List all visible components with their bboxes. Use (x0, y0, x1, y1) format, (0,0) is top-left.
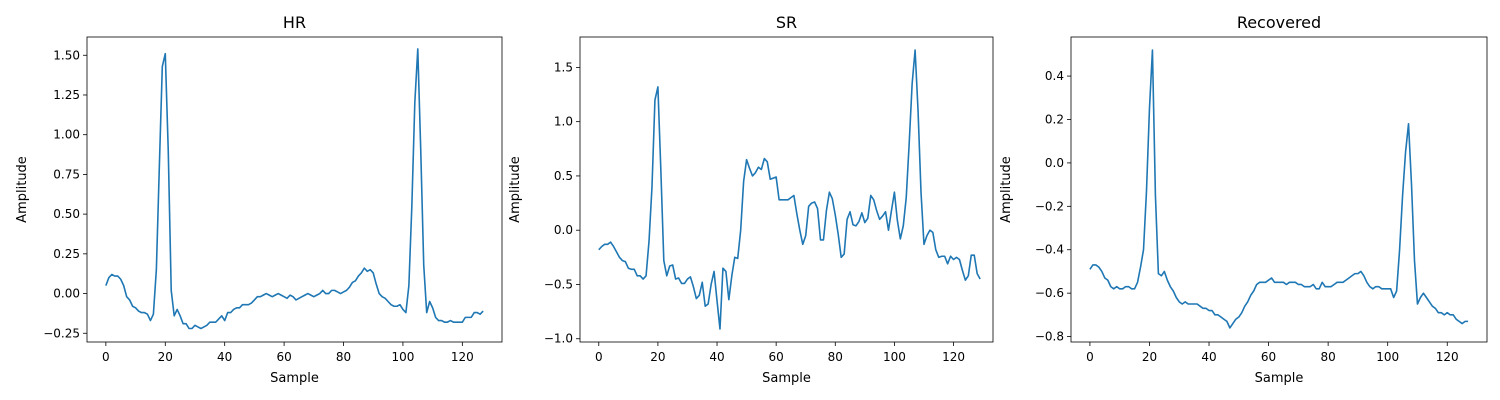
axes-frame (86, 36, 503, 343)
series-line-1-0 (598, 49, 981, 330)
x-tick-label: 120 (942, 350, 965, 364)
y-tick-label: −0.6 (1035, 286, 1064, 300)
y-tick-label: 1.5 (554, 60, 573, 74)
y-axis-label: Amplitude (999, 156, 1014, 223)
x-tick-label: 80 (1320, 350, 1335, 364)
x-tick-label: 80 (828, 350, 843, 364)
x-axis-label: Sample (270, 371, 319, 386)
y-tick-label: 0.25 (53, 247, 80, 261)
x-tick-label: 20 (650, 350, 665, 364)
subplot-1: 0 20 40 60 80 100 120 −1.0 −0.5 0.0 0.5 1.0 1.5 SR Sam… (508, 13, 994, 386)
chart-title: HR (283, 13, 306, 32)
x-tick-label: 40 (217, 350, 232, 364)
y-tick-label: 0.50 (53, 207, 80, 221)
series-line-2-0 (1089, 49, 1469, 329)
x-tick-label: 0 (102, 350, 110, 364)
x-tick-label: 60 (769, 350, 784, 364)
y-tick-label: −0.8 (1035, 330, 1064, 344)
x-tick-label: 20 (158, 350, 173, 364)
x-tick-label: 0 (595, 350, 603, 364)
y-tick-label: 0.0 (1045, 156, 1064, 170)
x-tick-label: 20 (1142, 350, 1157, 364)
chart-title: SR (776, 13, 797, 32)
x-tick-label: 0 (1086, 350, 1094, 364)
y-tick-label: 0.4 (1045, 69, 1064, 83)
x-tick-label: 100 (391, 350, 414, 364)
x-tick-label: 40 (1201, 350, 1216, 364)
y-axis-label: Amplitude (15, 156, 30, 223)
x-tick-label: 100 (883, 350, 906, 364)
x-tick-label: 120 (1436, 350, 1459, 364)
y-axis-label: Amplitude (508, 156, 523, 223)
y-tick-label: 0.0 (554, 223, 573, 237)
chart-title: Recovered (1237, 13, 1321, 32)
y-tick-label: 1.50 (53, 48, 80, 62)
y-tick-label: 1.00 (53, 128, 80, 142)
y-tick-label: 1.0 (554, 115, 573, 129)
axes-frame (1070, 36, 1488, 343)
axes-frame (579, 36, 994, 343)
x-tick-label: 60 (1261, 350, 1276, 364)
y-tick-label: −1.0 (544, 332, 573, 346)
y-tick-label: 0.00 (53, 287, 80, 301)
series-line-0-0 (105, 48, 484, 330)
x-axis-label: Sample (1255, 371, 1304, 386)
y-tick-label: 1.25 (53, 88, 80, 102)
x-tick-label: 100 (1376, 350, 1399, 364)
y-tick-label: −0.5 (544, 277, 573, 291)
y-tick-label: 0.5 (554, 169, 573, 183)
y-tick-label: 0.2 (1045, 112, 1064, 126)
x-tick-label: 60 (276, 350, 291, 364)
subplot-0: 0 20 40 60 80 100 120 −0.25 0.00 0.25 0.50 0.75 1.00… (15, 13, 503, 386)
x-tick-label: 120 (451, 350, 474, 364)
x-tick-label: 40 (709, 350, 724, 364)
x-axis-label: Sample (762, 371, 811, 386)
y-tick-label: 0.75 (53, 167, 80, 181)
y-tick-label: −0.4 (1035, 243, 1064, 257)
y-tick-label: −0.2 (1035, 199, 1064, 213)
x-tick-label: 80 (336, 350, 351, 364)
subplot-2: 0 20 40 60 80 100 120 −0.8 −0.6 −0.4 −0.2 0.0 0.2 0.4… (999, 13, 1488, 386)
y-tick-label: −0.25 (43, 326, 80, 340)
